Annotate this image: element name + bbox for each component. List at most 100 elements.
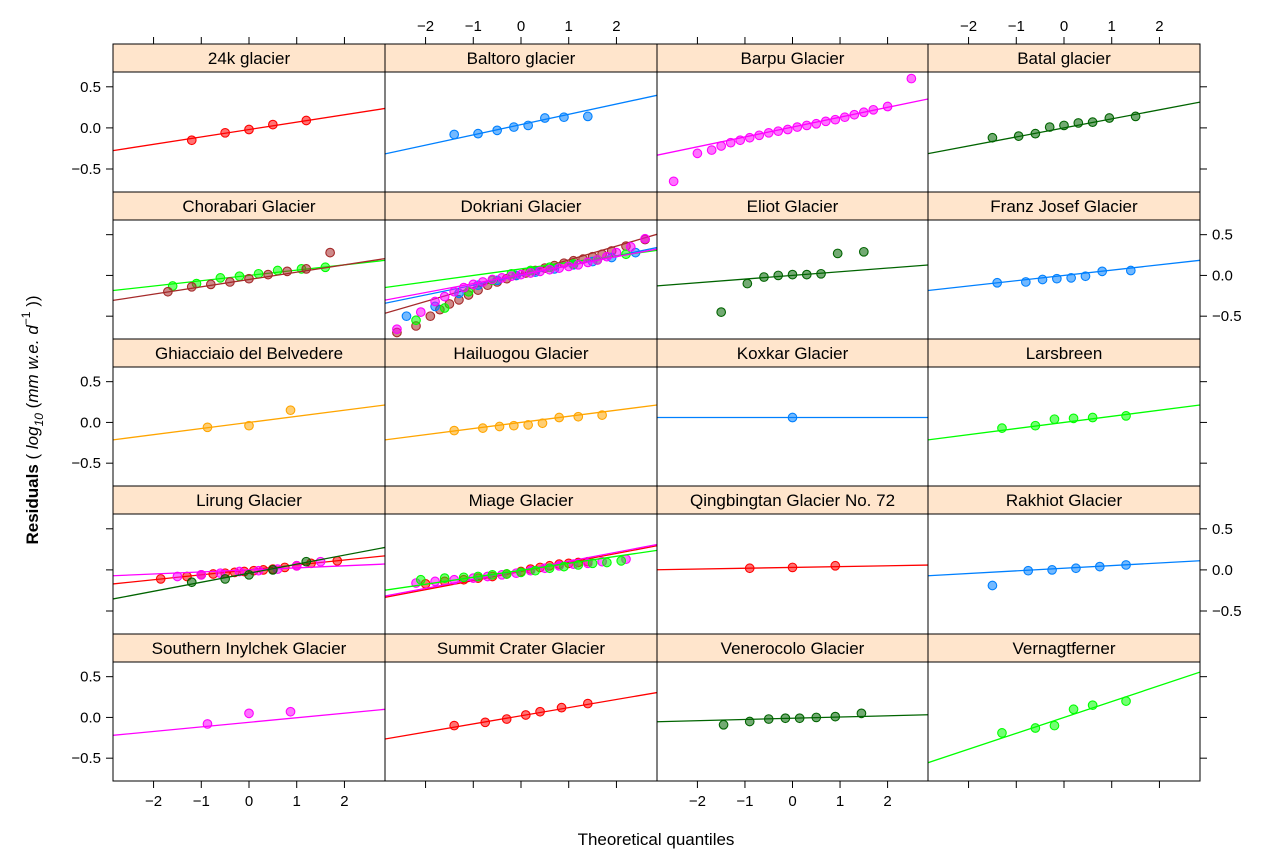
data-point-miage-glacier-green-9 (559, 561, 569, 572)
qq-line-hailuogou-glacier-orange (385, 404, 657, 441)
data-point-lirung-glacier-darkgreen-0 (186, 577, 197, 588)
data-point-dokriani-glacier-magenta-6 (468, 279, 479, 290)
data-point-dokriani-glacier-magenta-22 (625, 242, 636, 252)
data-point-dokriani-glacier-brown-2 (425, 311, 436, 322)
qq-line-larsbreen-green (928, 404, 1200, 441)
data-point-venerocolo-glacier-darkgreen-7 (856, 708, 867, 719)
data-point-barpu-glacier-magenta-0 (668, 176, 679, 187)
y-axis-title: Residuals ( log10 (mm w.e. d−1 )) (19, 295, 46, 544)
qq-line-franz-josef-glacier-blue (928, 259, 1200, 292)
x-tick-label-top-1-3: 1 (565, 18, 573, 35)
panel-plot-franz-josef-glacier (928, 259, 1200, 292)
data-point-qingbingtan-glacier-no-72-red-0 (744, 563, 755, 574)
data-point-miage-glacier-green-2 (458, 572, 469, 583)
y-tick-label-left-2-0: −0.5 (71, 455, 101, 472)
panel-southern-inylchek-glacier: Southern Inylchek Glacier (112, 633, 386, 782)
panel-plot-eliot-glacier (657, 246, 928, 317)
panel-title-qingbingtan-glacier-no-72: Qingbingtan Glacier No. 72 (690, 491, 895, 510)
data-point-dokriani-glacier-magenta-16 (563, 261, 574, 272)
data-point-hailuogou-glacier-orange-6 (554, 412, 565, 423)
data-point-eliot-glacier-darkgreen-5 (801, 269, 812, 280)
data-point-summit-crater-glacier-red-4 (535, 706, 545, 717)
data-point-chorabari-glacier-green-5 (272, 265, 283, 276)
data-point-chorabari-glacier-brown-7 (301, 264, 312, 274)
data-point-eliot-glacier-darkgreen-1 (742, 278, 753, 289)
panel-plot-vernagtferner (928, 671, 1200, 764)
data-point-baltoro-glacier-blue-2 (492, 125, 502, 136)
data-point-24k-glacier-red-1 (220, 127, 230, 138)
data-point-barpu-glacier-magenta-11 (792, 122, 803, 132)
data-point-dokriani-glacier-magenta-2 (430, 296, 440, 307)
data-point-dokriani-glacier-magenta-18 (582, 257, 593, 268)
panel-plot-baltoro-glacier (385, 94, 657, 155)
y-axis-title-unit: mm w.e. d (23, 325, 42, 403)
y-axis-title-log: log (23, 426, 42, 449)
y-tick-label-right-3-0: −0.5 (1212, 603, 1242, 620)
data-point-dokriani-glacier-magenta-5 (458, 282, 469, 293)
x-tick-label-top-3-0: −2 (960, 18, 977, 35)
data-point-dokriani-glacier-magenta-8 (487, 274, 498, 285)
data-point-larsbreen-green-3 (1068, 413, 1079, 424)
data-point-chorabari-glacier-brown-3 (225, 277, 235, 287)
data-point-24k-glacier-red-4 (301, 115, 312, 126)
data-point-ghiacciaio-del-belvedere-orange-0 (202, 422, 213, 433)
y-tick-label-left-0-0: −0.5 (71, 161, 101, 178)
panel-border-qingbingtan-glacier-no-72 (656, 513, 929, 635)
y-axis-title-main: Residuals (23, 464, 42, 544)
x-axis-title: Theoretical quantiles (578, 830, 735, 849)
data-point-franz-josef-glacier-blue-3 (1051, 273, 1062, 284)
data-point-lirung-glacier-magenta-1 (196, 569, 207, 580)
data-point-dokriani-glacier-magenta-21 (611, 247, 622, 258)
data-point-lirung-glacier-darkgreen-1 (220, 574, 230, 584)
data-point-chorabari-glacier-green-4 (253, 268, 264, 279)
data-point-eliot-glacier-darkgreen-3 (773, 270, 784, 281)
data-point-miage-glacier-green-5 (501, 569, 512, 579)
data-point-chorabari-glacier-brown-8 (325, 247, 335, 258)
data-point-batal-glacier-darkgreen-8 (1130, 111, 1141, 122)
qq-line-baltoro-glacier-blue (385, 94, 657, 155)
data-point-larsbreen-green-5 (1121, 411, 1131, 421)
data-point-franz-josef-glacier-blue-0 (992, 277, 1003, 288)
data-point-dokriani-glacier-green-0 (411, 315, 421, 326)
data-point-batal-glacier-darkgreen-6 (1087, 117, 1098, 127)
data-point-miage-glacier-green-8 (544, 563, 555, 574)
data-point-vernagtferner-green-3 (1068, 704, 1079, 715)
data-point-dokriani-glacier-magenta-17 (573, 259, 584, 270)
panel-plot-rakhiot-glacier (928, 560, 1200, 591)
data-point-hailuogou-glacier-orange-3 (508, 420, 519, 431)
panel-title-dokriani-glacier: Dokriani Glacier (461, 197, 582, 216)
panel-border-rakhiot-glacier (927, 513, 1201, 635)
data-point-baltoro-glacier-blue-6 (559, 112, 569, 123)
data-point-batal-glacier-darkgreen-7 (1104, 113, 1115, 123)
data-point-vernagtferner-green-5 (1121, 696, 1131, 706)
data-point-barpu-glacier-magenta-6 (744, 132, 755, 143)
data-point-miage-glacier-green-7 (530, 565, 541, 576)
panel-ghiacciaio-del-belvedere: Ghiacciaio del Belvedere (112, 338, 386, 487)
data-point-venerocolo-glacier-darkgreen-3 (780, 713, 791, 724)
data-point-barpu-glacier-magenta-2 (706, 145, 717, 155)
data-point-dokriani-glacier-magenta-15 (554, 263, 565, 273)
panel-border-barpu-glacier (656, 71, 929, 193)
data-point-larsbreen-green-2 (1049, 414, 1060, 425)
data-point-dokriani-glacier-magenta-23 (640, 233, 650, 244)
panels-layer: Southern Inylchek Glacier Summit Crater G… (112, 43, 1201, 782)
data-point-barpu-glacier-magenta-19 (868, 104, 879, 115)
data-point-lirung-glacier-magenta-3 (234, 566, 245, 577)
panel-title-southern-inylchek-glacier: Southern Inylchek Glacier (152, 639, 347, 658)
data-point-venerocolo-glacier-darkgreen-5 (811, 712, 822, 723)
panel-strip-ghiacciaio-del-belvedere (112, 338, 386, 368)
data-point-barpu-glacier-magenta-16 (839, 112, 850, 123)
data-point-chorabari-glacier-brown-0 (163, 286, 173, 297)
panel-strip-larsbreen (927, 338, 1201, 368)
panel-strip-miage-glacier (384, 485, 658, 515)
panel-plot-miage-glacier (385, 543, 657, 598)
data-point-rakhiot-glacier-blue-5 (1121, 560, 1131, 570)
qq-line-rakhiot-glacier-blue (928, 560, 1200, 577)
y-tick-label-left-2-2: 0.5 (80, 374, 101, 391)
x-tick-label-bottom-0-1: −1 (193, 793, 210, 810)
panel-border-franz-josef-glacier (927, 219, 1201, 340)
panel-plot-batal-glacier (928, 101, 1200, 155)
y-axis-title-open: ( (23, 449, 42, 464)
y-tick-label-left-0-1: 0.0 (80, 120, 101, 137)
panel-chorabari-glacier: Chorabari Glacier (112, 191, 386, 340)
